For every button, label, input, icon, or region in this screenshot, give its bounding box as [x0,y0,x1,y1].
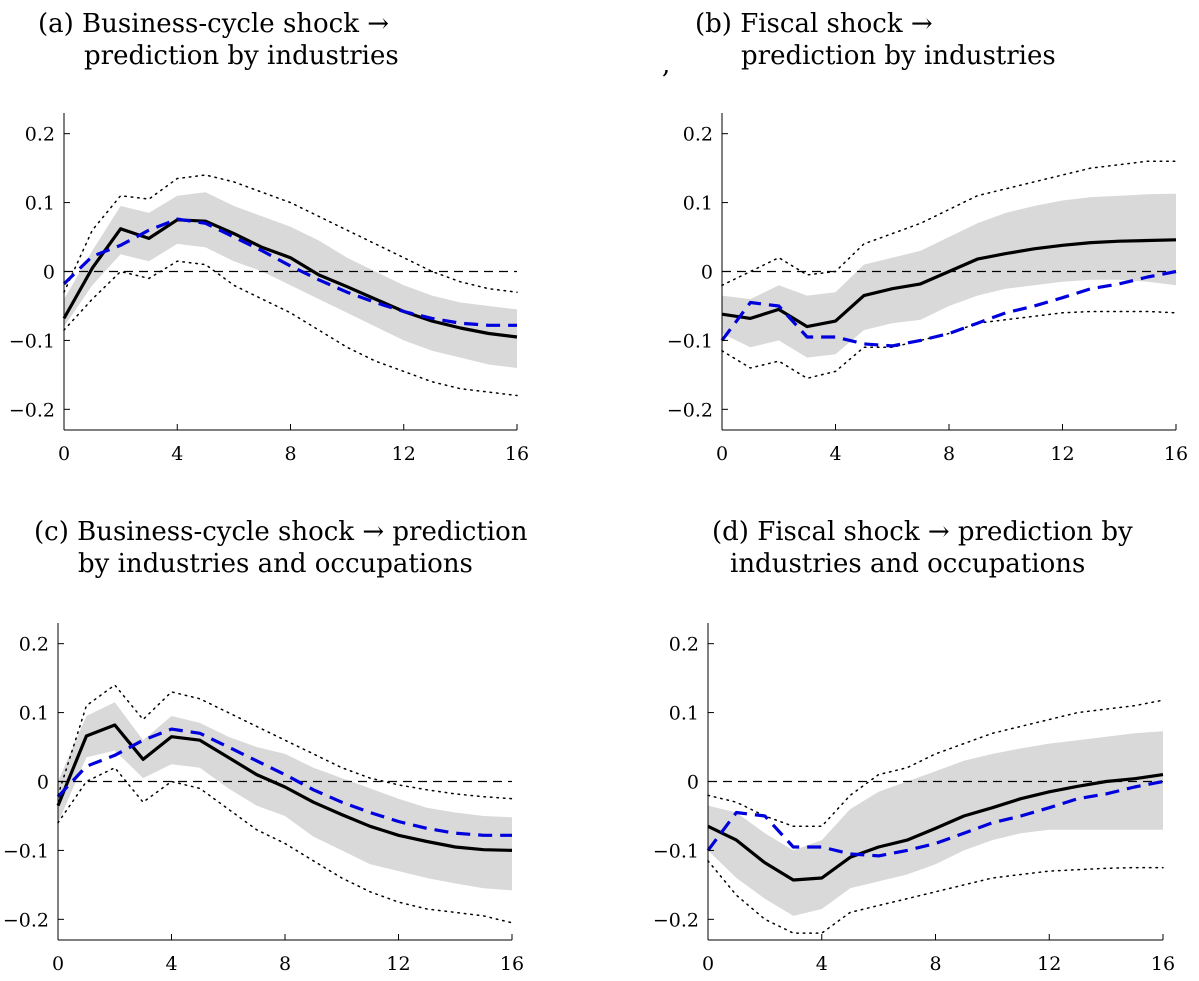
panel-b-y-tick-label: −0.1 [667,330,713,352]
panel-b-x-tick-label: 4 [829,443,841,465]
panel-a-x-tick-label: 0 [58,443,70,465]
panel-a-y-tick-label: −0.1 [9,330,55,352]
panel-c-title-line-2: by industries and occupations [78,549,473,579]
panel-c-y-tick-label: 0.1 [19,703,49,725]
panel-d-y-tick-label: 0.1 [669,703,699,725]
panel-d-x-tick-label: 8 [929,953,941,975]
panel-b-y-tick-label: 0 [701,262,713,284]
panel-b-y-tick-label: 0.2 [683,124,713,146]
panel-b-dotted-lower [721,310,1177,380]
panel-b-dotted-upper [721,160,1177,287]
panel-a-confidence-band [64,192,517,368]
panel-a-plot: 0 4 8 12 16 0.2 0.1 0 −0.1 −0.2 [9,113,529,465]
panel-d-x-tick-label: 4 [816,953,828,975]
panel-d-x-tick-label: 12 [1037,953,1061,975]
panel-a-x-tick-label: 16 [505,443,529,465]
panel-a-series-dashed-line [62,217,517,327]
panel-c-confidence-band [58,702,512,891]
panel-c-y-tick-label: −0.1 [3,840,49,862]
panel-b-x-tick-label: 0 [716,443,728,465]
panel-b-y-tick-label: 0.1 [683,193,713,215]
panel-b-y-tick-label: −0.2 [667,399,713,421]
panel-a-title: (a) Business-cycle shock → prediction by… [38,8,399,72]
panel-a-y-tick-label: 0.2 [25,124,55,146]
panel-d-confidence-band [708,731,1163,916]
panel-c-y-tick-label: 0 [37,772,49,794]
panel-a-title-line-1: (a) Business-cycle shock → [38,9,390,39]
panel-d-title-line-1: (d) Fiscal shock → prediction by [712,517,1133,547]
panel-c-y-tick-label: −0.2 [3,909,49,931]
panel-c-series-solid-line [56,723,513,852]
panel-a-title-line-2: prediction by industries [84,41,399,71]
panel-b-series-solid-line [721,238,1177,329]
panel-c-x-tick-label: 16 [500,953,524,975]
panel-b-title-line-1: (b) Fiscal shock → [695,9,933,39]
panel-d-x-tick-label: 16 [1151,953,1175,975]
panel-c-y-tick-label: 0.2 [19,634,49,656]
panel-a-dotted-upper [63,174,518,293]
panel-c-title: (c) Business-cycle shock → prediction by… [34,516,528,580]
panel-d-series-solid-line [707,773,1164,882]
panel-b-plot: 0 4 8 12 16 0.2 0.1 0 −0.1 −0.2 [667,113,1188,465]
panel-c-x-tick-label: 8 [279,953,291,975]
panel-d-x-tick-label: 0 [702,953,714,975]
panel-c-dotted-lower [57,766,513,924]
panel-c-series-dashed-line [56,727,512,837]
panel-a-y-tick-label: 0 [43,262,55,284]
panel-d-series-dashed-line [706,779,1164,858]
panel-b-x-tick-label: 8 [943,443,955,465]
panel-b-x-tick-label: 16 [1164,443,1188,465]
panel-c-title-line-1: (c) Business-cycle shock → prediction [34,517,528,547]
panel-b-title-line-2: prediction by industries [741,41,1056,71]
panel-d-y-tick-label: −0.1 [653,840,699,862]
panel-a-x-tick-label: 12 [392,443,416,465]
panel-c-x-tick-label: 0 [52,953,64,975]
panel-c-x-tick-label: 12 [386,953,410,975]
panel-d-y-tick-label: 0 [687,772,699,794]
panel-d-y-tick-label: −0.2 [653,909,699,931]
panel-d-title-line-2: industries and occupations [730,549,1086,579]
panel-a-x-tick-label: 4 [171,443,183,465]
panel-a-x-tick-label: 8 [284,443,296,465]
panel-a-y-tick-label: −0.2 [9,399,55,421]
panel-d-dotted-upper [707,699,1164,828]
stray-comma: , [662,50,671,80]
panel-b-confidence-band [722,193,1176,358]
panel-a-y-tick-label: 0.1 [25,193,55,215]
panel-b-x-tick-label: 12 [1050,443,1074,465]
panel-c-x-tick-label: 4 [165,953,177,975]
panel-d-y-tick-label: 0.2 [669,634,699,656]
panel-c-plot: 0 4 8 12 16 0.2 0.1 0 −0.1 −0.2 [3,623,524,975]
panel-b-title: (b) Fiscal shock → prediction by industr… [695,8,1056,72]
panel-d-plot: 0 4 8 12 16 0.2 0.1 0 −0.1 −0.2 [653,623,1175,975]
panel-b-series-dashed-line [720,269,1177,348]
panel-d-title: (d) Fiscal shock → prediction by industr… [712,516,1133,580]
